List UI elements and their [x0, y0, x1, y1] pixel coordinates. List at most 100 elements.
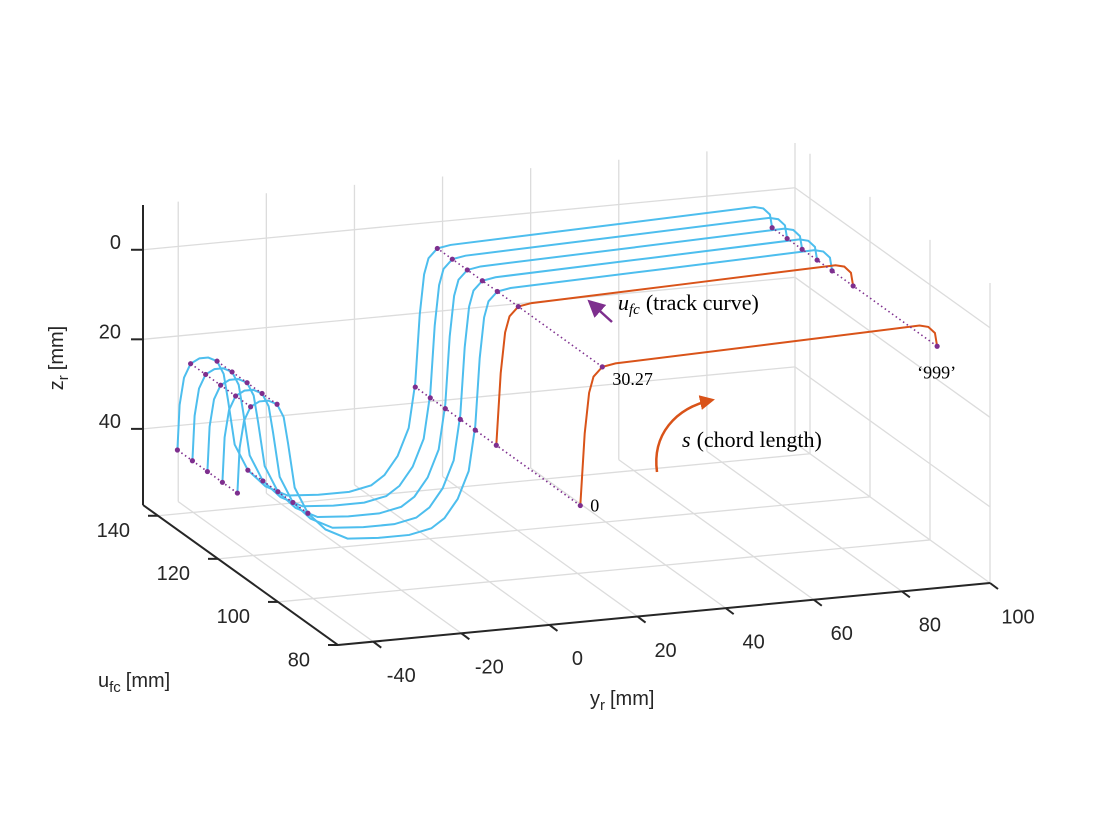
guide-point [479, 278, 485, 284]
guide-point [412, 384, 418, 390]
guide-point [233, 393, 239, 399]
u-tick-label: 100 [217, 606, 250, 628]
point-label: ‘999’ [917, 362, 956, 382]
x-tick [989, 582, 999, 590]
grid [142, 143, 991, 646]
u-symbol: u [618, 290, 629, 315]
u-tick-label: 120 [157, 563, 190, 585]
u-text: (track curve) [646, 290, 759, 315]
x-tick [372, 640, 382, 649]
guide-point [934, 343, 940, 349]
profile-line [579, 324, 939, 506]
u-axis-label: ufc [mm] [98, 670, 170, 696]
guide-point [577, 502, 583, 509]
guide-point [814, 257, 820, 263]
profile-line [191, 216, 789, 508]
guide-point [189, 458, 196, 464]
point-label: 0 [590, 496, 599, 516]
x-tick-label: 60 [831, 623, 853, 645]
x-tick [636, 615, 647, 624]
z-unit: [mm] [46, 326, 68, 370]
guide-point [259, 390, 265, 397]
guide-point [427, 395, 433, 401]
guide-point [599, 364, 605, 370]
guide-point [204, 468, 211, 475]
profile-line [221, 238, 819, 529]
grid-line [794, 366, 991, 508]
x-tick [548, 624, 559, 632]
guide-point [449, 256, 455, 262]
guide-point [829, 268, 835, 274]
guide-point [493, 442, 499, 448]
guide-point [799, 246, 805, 252]
y-subscript: r [600, 697, 605, 714]
u-symbol-label: u [98, 670, 109, 692]
s-arrow [655, 395, 715, 473]
guide-point [234, 490, 241, 496]
x-tick-label: 100 [1001, 606, 1034, 628]
guide-point [274, 401, 280, 407]
s-annotation: s (chord length) [682, 427, 822, 452]
z-axis-label: zr [mm] [46, 326, 72, 390]
guide-point [214, 358, 220, 364]
u-tick-label: 140 [97, 520, 130, 542]
z-subscript: r [55, 375, 72, 380]
z-symbol: z [46, 380, 68, 390]
grid-line [794, 276, 991, 418]
x-tick [813, 598, 823, 607]
s-symbol: s [682, 427, 691, 452]
guide-point [244, 380, 250, 386]
guide-point [248, 404, 254, 410]
grid-line [277, 539, 931, 603]
u-annotation: ufc (track curve) [618, 290, 759, 318]
guide-point [784, 235, 790, 242]
guide-point [188, 361, 194, 367]
profile-line [236, 249, 834, 540]
point-label: 30.27 [612, 369, 653, 389]
guide-point [472, 427, 478, 433]
x-tick-label: 40 [743, 631, 765, 653]
guide-point [769, 225, 775, 231]
grid-line [706, 450, 903, 592]
grid-line [217, 496, 871, 560]
u-arrow [587, 299, 613, 323]
guide-point [218, 382, 224, 388]
profile-line [495, 264, 855, 446]
grid-line [157, 453, 811, 517]
guide-point [260, 478, 266, 484]
grid-line [177, 501, 374, 643]
grid-line [142, 187, 796, 251]
z-tick-label: 40 [99, 411, 121, 433]
x-tick-label: 80 [919, 615, 941, 637]
u-tick-label: 80 [288, 649, 310, 671]
guide-point [203, 371, 209, 378]
guide-point [229, 369, 235, 375]
guide-point [290, 499, 296, 506]
axes: -40 -20 0 20 40 60 80 100 80 100 120 140 0 20 40 [97, 205, 1035, 687]
guide-point [464, 267, 470, 273]
y-unit: [mm] [610, 688, 654, 710]
x-tick-label: -20 [475, 657, 504, 679]
u-axis [142, 504, 339, 646]
guide-point [219, 479, 226, 485]
x-axis [337, 582, 991, 646]
profile-line [176, 206, 774, 497]
grid-line [354, 484, 550, 626]
guide-point [515, 303, 521, 310]
grid-line [794, 187, 991, 329]
y-axis-label: yr [mm] [590, 688, 654, 714]
guide-point [275, 489, 281, 495]
grid-line [265, 492, 462, 634]
guide-point [174, 447, 181, 453]
x-tick-label: -40 [387, 665, 416, 687]
x-tick-label: 0 [572, 648, 583, 670]
grid-line [794, 442, 991, 584]
guide-point [442, 406, 448, 412]
y-symbol: y [590, 688, 600, 710]
grid-line [442, 475, 638, 618]
u-subscript: fc [629, 302, 640, 318]
s-text: (chord length) [697, 427, 822, 452]
x-tick [901, 590, 911, 599]
